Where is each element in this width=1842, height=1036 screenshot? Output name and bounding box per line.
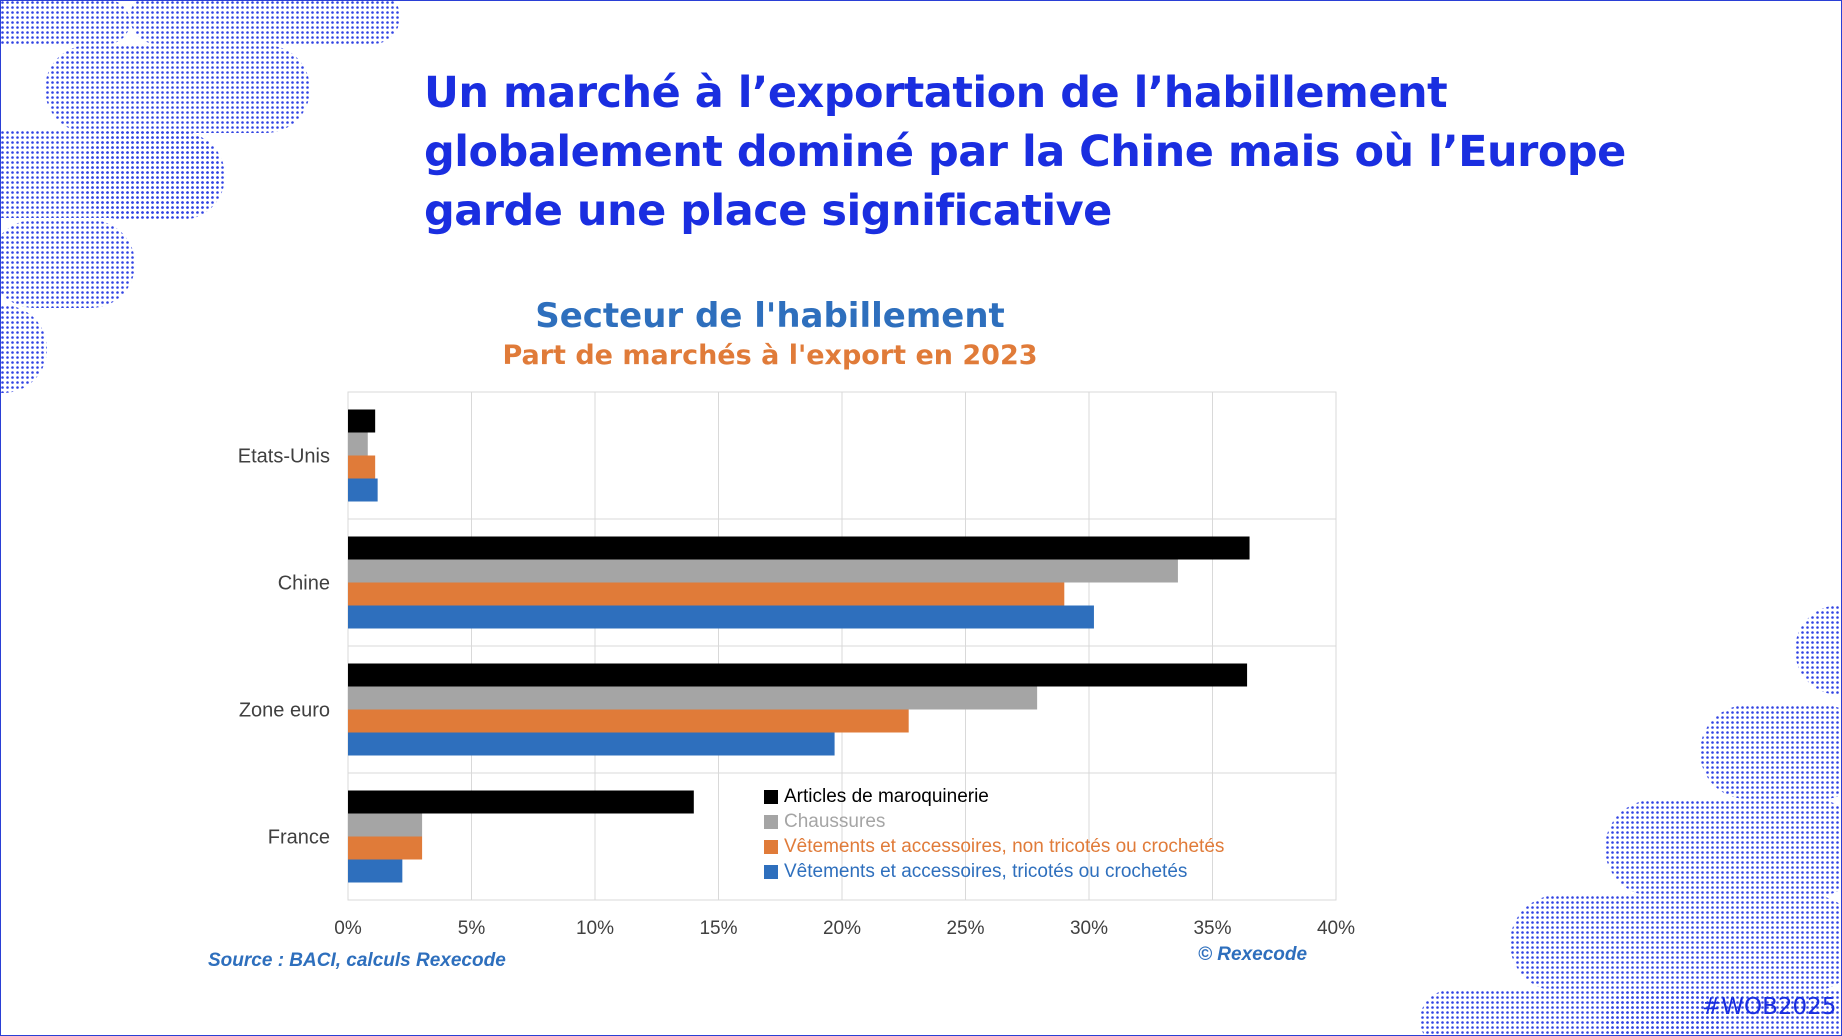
slide-title: Un marché à l’exportation de l’habilleme… bbox=[424, 68, 1626, 236]
bar bbox=[348, 409, 376, 433]
x-tick-label: 40% bbox=[1317, 918, 1355, 939]
bar bbox=[348, 732, 835, 756]
dotted-pill bbox=[130, 0, 400, 44]
dotted-pill bbox=[1700, 705, 1842, 799]
x-tick-label: 35% bbox=[1193, 918, 1231, 939]
legend-item: Vêtements et accessoires, non tricotés o… bbox=[764, 834, 1224, 859]
bar bbox=[348, 836, 423, 860]
category-label: Etats-Unis bbox=[238, 446, 330, 468]
hashtag: #WOB2025 bbox=[1702, 994, 1837, 1020]
x-tick-label: 5% bbox=[458, 918, 486, 939]
legend-item: Chaussures bbox=[764, 809, 1224, 834]
x-tick-label: 15% bbox=[699, 918, 737, 939]
x-tick-label: 10% bbox=[576, 918, 614, 939]
legend-swatch bbox=[764, 839, 778, 854]
x-tick-label: 0% bbox=[334, 918, 362, 939]
bar bbox=[348, 455, 376, 479]
dotted-pill bbox=[1605, 800, 1842, 896]
bar bbox=[348, 813, 423, 837]
legend-label: Chaussures bbox=[784, 811, 886, 832]
legend-item: Vêtements et accessoires, tricotés ou cr… bbox=[764, 859, 1224, 884]
source-note: Source : BACI, calculs Rexecode bbox=[208, 950, 506, 971]
bar bbox=[348, 536, 1250, 560]
bar bbox=[348, 605, 1094, 629]
bar bbox=[348, 478, 378, 502]
dotted-pill bbox=[80, 132, 225, 220]
x-tick-label: 30% bbox=[1070, 918, 1108, 939]
chart-title: Secteur de l'habillement bbox=[535, 296, 1005, 336]
dotted-pill bbox=[45, 45, 310, 133]
category-label: France bbox=[268, 827, 330, 849]
dotted-pill bbox=[0, 305, 47, 393]
legend-swatch bbox=[764, 814, 778, 829]
legend-label: Articles de maroquinerie bbox=[784, 786, 989, 807]
category-label: Zone euro bbox=[239, 700, 330, 722]
legend-swatch bbox=[764, 864, 778, 879]
bar bbox=[348, 790, 694, 814]
dotted-pill bbox=[1795, 605, 1842, 695]
chart-legend: Articles de maroquinerie Chaussures Vête… bbox=[764, 784, 1224, 884]
legend-label: Vêtements et accessoires, tricotés ou cr… bbox=[784, 861, 1188, 882]
legend-item: Articles de maroquinerie bbox=[764, 784, 1224, 809]
copyright-note: © Rexecode bbox=[1198, 944, 1308, 965]
dotted-pill bbox=[0, 0, 130, 44]
x-tick-label: 20% bbox=[823, 918, 861, 939]
dotted-pill bbox=[1605, 990, 1842, 1036]
bar bbox=[348, 432, 368, 456]
bar bbox=[348, 663, 1248, 687]
category-label: Chine bbox=[278, 573, 330, 595]
dotted-pill bbox=[0, 220, 135, 308]
legend-label: Vêtements et accessoires, non tricotés o… bbox=[784, 836, 1225, 857]
bar bbox=[348, 709, 909, 733]
chart-subtitle: Part de marchés à l'export en 2023 bbox=[502, 340, 1038, 371]
legend-swatch bbox=[764, 789, 778, 804]
dotted-pill bbox=[1510, 895, 1842, 991]
x-tick-label: 25% bbox=[946, 918, 984, 939]
bar bbox=[348, 559, 1178, 583]
bar bbox=[348, 686, 1038, 710]
bar bbox=[348, 582, 1065, 606]
bar bbox=[348, 859, 403, 883]
